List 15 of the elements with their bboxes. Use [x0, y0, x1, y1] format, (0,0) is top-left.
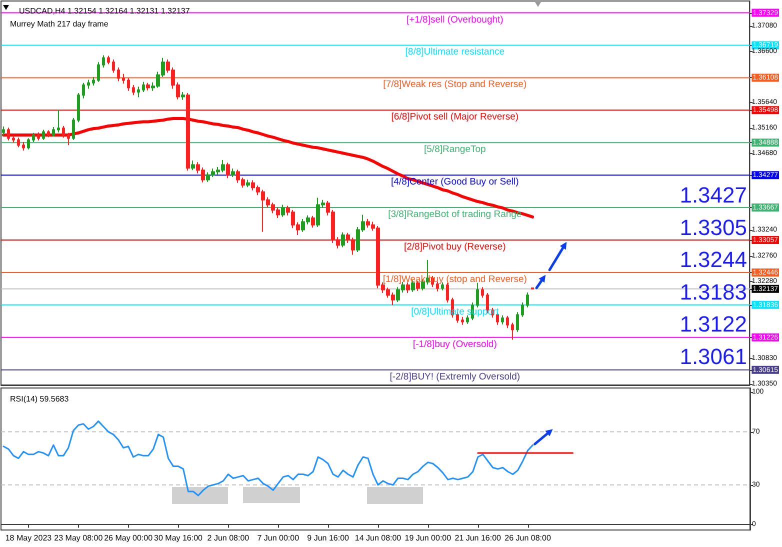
line-series: [2, 420, 534, 496]
x-tick-label: 9 Jun 16:00: [307, 534, 350, 542]
x-tick-label: 30 May 16:00: [154, 534, 204, 542]
x-tick-label: 26 May 00:00: [104, 534, 154, 542]
x-tick-label: 14 Jun 08:00: [354, 534, 402, 542]
x-tick-label: 2 Jun 08:00: [207, 534, 250, 542]
candlestick: [7, 127, 10, 141]
text: RSI(14) 59.5683: [10, 394, 70, 404]
x-tick-label: 19 Jun 00:00: [404, 534, 452, 542]
candlestick: [2, 126, 5, 136]
x-tick-label: 18 May 2023: [5, 534, 52, 542]
x-tick-label: 21 Jun 16:00: [454, 534, 502, 542]
x-tick-label: 26 Jun 08:00: [504, 534, 552, 542]
x-tick-label: 7 Jun 00:00: [257, 534, 300, 542]
x-tick-label: 23 May 08:00: [54, 534, 104, 542]
